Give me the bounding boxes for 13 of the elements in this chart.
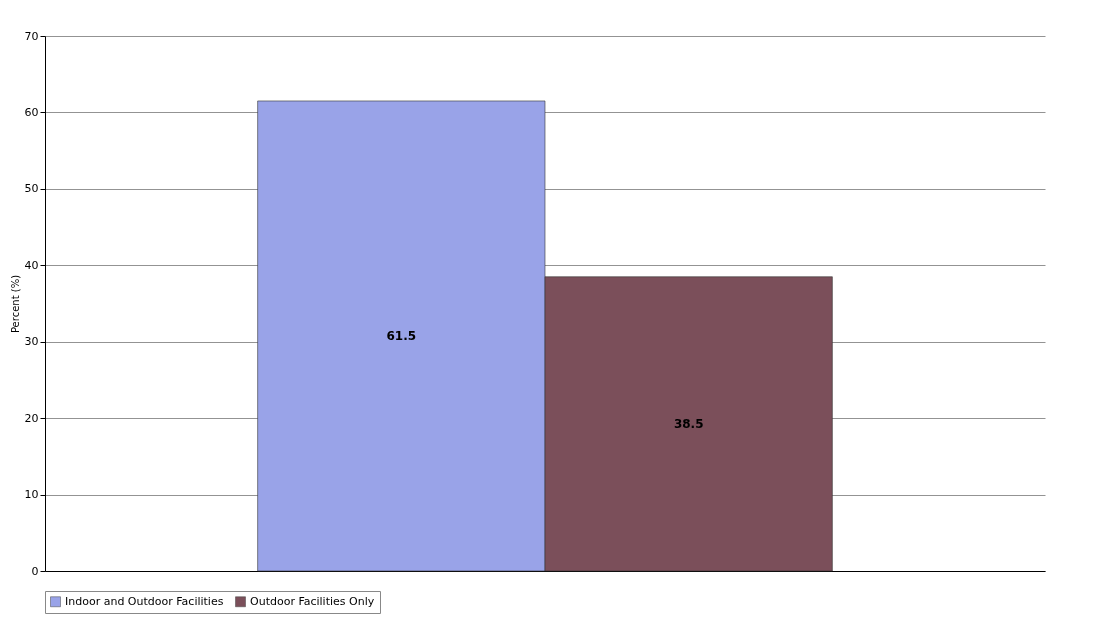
legend-label: Indoor and Outdoor Facilities xyxy=(65,594,224,608)
y-tick-label: 10 xyxy=(24,488,39,502)
y-tick-label: 0 xyxy=(31,564,39,578)
y-axis-title: Percent (%) xyxy=(9,274,21,334)
y-tick-label: 50 xyxy=(24,182,39,196)
y-tick-label: 70 xyxy=(24,29,39,43)
y-tick-label: 20 xyxy=(24,411,39,425)
y-tick-label: 30 xyxy=(24,335,39,349)
y-tick-label: 60 xyxy=(24,105,39,119)
data-label: 38.5 xyxy=(673,416,704,431)
data-label: 61.5 xyxy=(386,328,417,343)
y-tick-label: 40 xyxy=(24,258,39,272)
legend-label: Outdoor Facilities Only xyxy=(250,594,375,608)
